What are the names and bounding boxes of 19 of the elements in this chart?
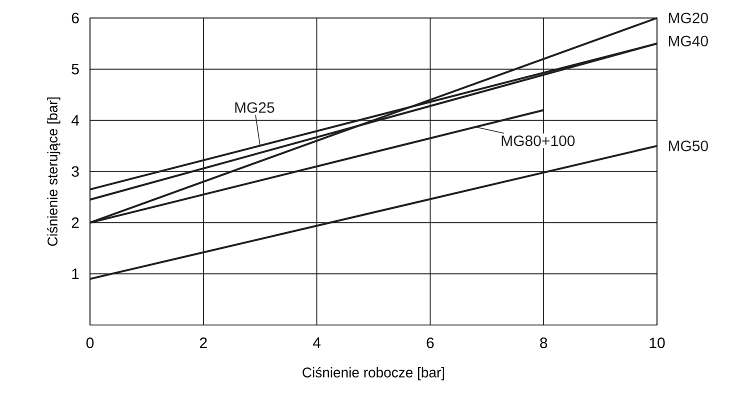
x-tick-label: 10: [650, 338, 665, 348]
x-tick-label: 6: [426, 338, 434, 348]
x-axis-title: Ciśnienie robocze [bar]: [302, 367, 444, 380]
series-label: MG40: [668, 36, 708, 46]
y-tick-label: 2: [72, 217, 79, 228]
x-tick-label: 4: [312, 338, 321, 348]
series-label: MG25: [235, 102, 274, 113]
y-axis-title: Ciśnienie sterujące [bar]: [47, 97, 60, 246]
legend-label: MG80+100: [502, 135, 575, 146]
x-tick-label: 8: [540, 338, 548, 348]
series-label: MG50: [668, 140, 708, 152]
x-tick-label: 0: [86, 338, 94, 348]
y-tick-label: 3: [72, 166, 79, 177]
y-tick-label: 6: [72, 12, 79, 24]
x-tick-label: 2: [200, 338, 207, 348]
y-tick-label: 5: [72, 64, 79, 74]
series-label: MG20: [668, 12, 708, 24]
y-tick-label: 1: [72, 268, 79, 279]
y-tick-label: 4: [71, 115, 80, 126]
